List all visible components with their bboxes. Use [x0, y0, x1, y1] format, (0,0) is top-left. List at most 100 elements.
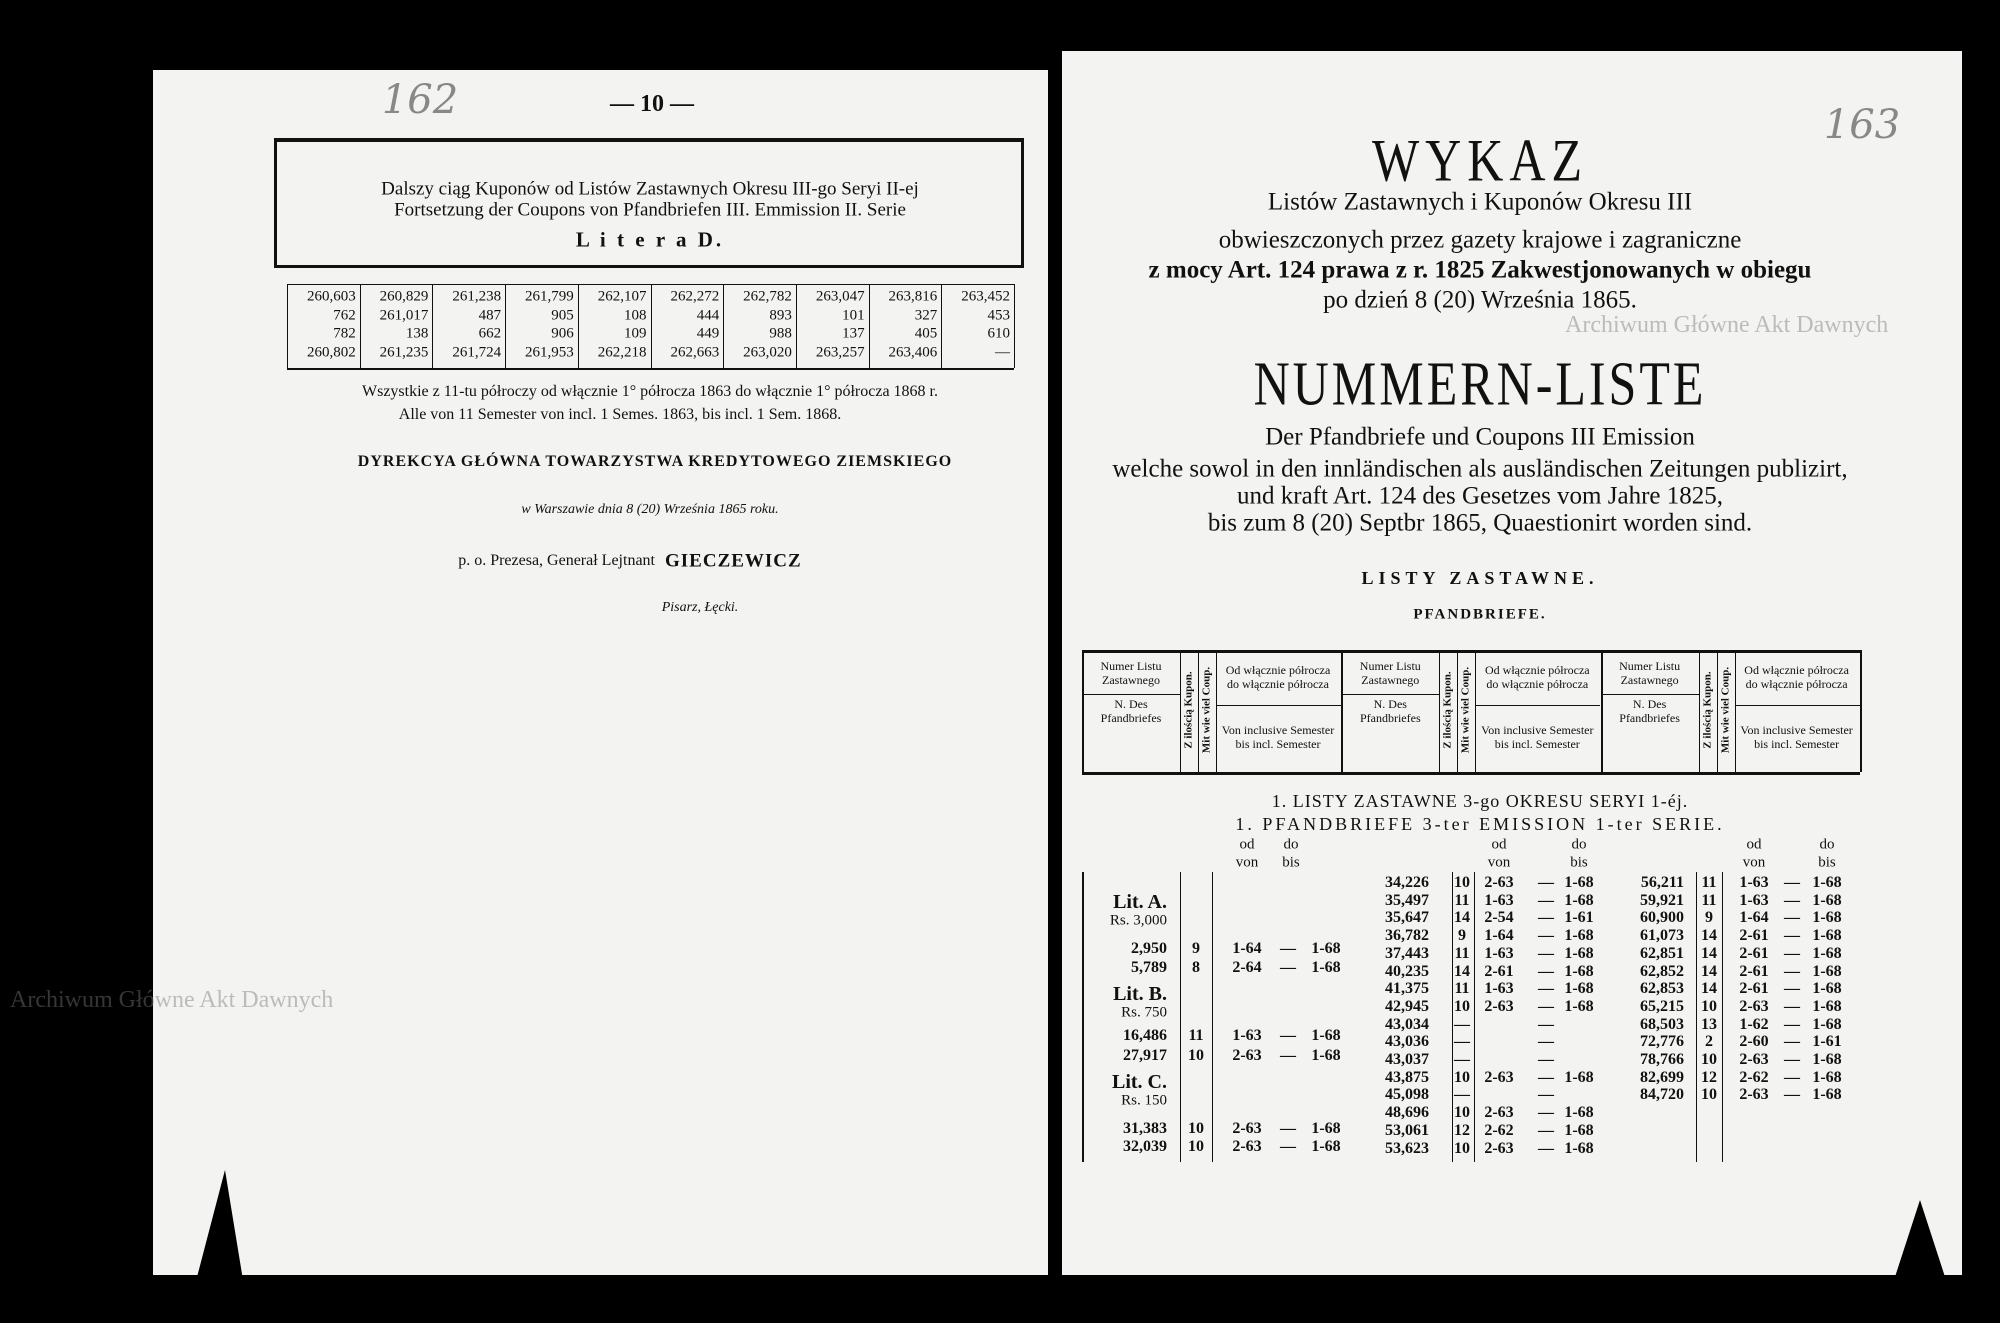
entry-dash: —: [1538, 980, 1554, 998]
entry-dash: —: [1784, 891, 1800, 909]
header-line: [1082, 650, 1084, 772]
header-count-de: Mit wie viel Coup.: [1459, 666, 1472, 754]
entry-number: 41,375: [1385, 980, 1429, 998]
table-cell: 261,017: [379, 307, 429, 323]
header-count-pl: Z ilością Kupon.: [1441, 671, 1454, 749]
table-line: [941, 284, 943, 368]
sub-label: bis: [1818, 854, 1836, 871]
table-cell: 262,782: [743, 288, 792, 305]
entry-dash: —: [1538, 1051, 1554, 1068]
header-range-pl: Od włącznie półrocza do włącznie półrocz…: [1225, 663, 1331, 691]
entry-dash: —: [1538, 874, 1554, 891]
entry-dash: —: [1784, 1068, 1800, 1086]
subtitle-de-line: bis zum 8 (20) Septbr 1865, Quaestionirt…: [1207, 509, 1753, 537]
subtitle-line: z mocy Art. 124 prawa z r. 1825 Zakwestj…: [1148, 256, 1812, 284]
entry-coupons: 11: [1454, 891, 1470, 909]
title-de: NUMMERN-LISTE: [1253, 348, 1707, 418]
lit-value: Rs. 3,000: [1109, 912, 1167, 929]
entry-to: 1-68: [1311, 959, 1341, 976]
entry-coupons: 10: [1454, 1104, 1470, 1122]
left-page: [153, 70, 1048, 1275]
entry-dash: —: [1538, 1015, 1554, 1033]
entry-coupons: 10: [1188, 1138, 1204, 1155]
note: Alle von 11 Semester von incl. 1 Semes. …: [398, 406, 842, 423]
entry-from: 1-64: [1739, 909, 1769, 927]
table-line: [723, 284, 725, 368]
table-cell: 782: [333, 325, 356, 342]
page-number: — 10 —: [610, 91, 694, 117]
table-cell: —: [995, 344, 1010, 360]
header-line: [1457, 650, 1459, 772]
entry-dash: —: [1280, 959, 1296, 976]
entry-to: 1-68: [1311, 1027, 1341, 1044]
sub-label: von: [1742, 854, 1766, 871]
table-cell: 262,663: [670, 344, 720, 360]
entry-number: 31,383: [1123, 1120, 1167, 1137]
entry-coupons: 10: [1701, 1086, 1717, 1104]
entry-coupons: —: [1454, 1086, 1470, 1104]
table-cell: 260,829: [379, 288, 429, 305]
entry-to: 1-68: [1564, 962, 1594, 980]
entry-number: 68,503: [1640, 1015, 1684, 1033]
entry-to: 1-68: [1812, 909, 1842, 927]
rule: [1180, 872, 1181, 1162]
entry-from: 1-63: [1739, 891, 1769, 909]
entry-to: 1-68: [1564, 1068, 1594, 1086]
table-cell: 261,235: [379, 344, 429, 360]
entry-from: 2-63: [1484, 1104, 1514, 1122]
rule: [1474, 872, 1475, 1162]
entry-from: 2-62: [1484, 1121, 1514, 1139]
entry-to: 1-68: [1311, 940, 1341, 957]
entry-dash: —: [1538, 944, 1554, 962]
entry-from: 1-64: [1484, 927, 1514, 945]
table-cell: 263,020: [743, 344, 792, 360]
table-cell: 263,047: [815, 288, 865, 305]
entry-from: 1-63: [1484, 891, 1514, 909]
entry-dash: —: [1784, 997, 1800, 1015]
table-line: [432, 284, 434, 368]
table-cell: 327: [914, 307, 938, 323]
entry-coupons: 10: [1454, 1068, 1470, 1086]
subtitle-de-line: und kraft Art. 124 des Gesetzes vom Jahr…: [1237, 482, 1723, 510]
subtitle-de-line: Der Pfandbriefe und Coupons III Emission: [1265, 423, 1695, 451]
entry-dash: —: [1538, 1139, 1554, 1157]
clerk: Pisarz, Łęcki.: [661, 600, 739, 615]
entry-number: 32,039: [1123, 1138, 1167, 1155]
entry-dash: —: [1538, 891, 1554, 909]
heading-line: Dalszy ciąg Kuponów od Listów Zastawnych…: [381, 178, 919, 200]
entry-coupons: 14: [1454, 909, 1470, 927]
entry-to: 1-68: [1311, 1047, 1341, 1064]
entry-to: 1-68: [1564, 980, 1594, 998]
entry-dash: —: [1538, 1068, 1554, 1086]
entry-to: 1-68: [1812, 944, 1842, 962]
entry-from: 1-63: [1232, 1027, 1262, 1044]
entry-dash: —: [1784, 944, 1800, 962]
entry-coupons: 10: [1454, 997, 1470, 1015]
heading-line: L i t e r a D.: [575, 227, 725, 252]
header-count-de: Mit wie viel Coup.: [1200, 666, 1213, 754]
entry-dash: —: [1784, 1051, 1800, 1068]
title: WYKAZ: [1371, 126, 1589, 194]
entry-dash: —: [1280, 1047, 1296, 1064]
table-cell: 262,218: [597, 344, 647, 360]
table-cell: 261,799: [525, 288, 574, 305]
table-cell: 405: [914, 325, 938, 342]
entry-dash: —: [1784, 1033, 1800, 1051]
entry-dash: —: [1538, 962, 1554, 980]
entry-number: 37,443: [1385, 944, 1429, 962]
entry-dash: —: [1784, 980, 1800, 998]
header-number-de: N. Des Pfandbriefes: [1359, 697, 1421, 725]
subtitle-line: obwieszczonych przez gazety krajowe i za…: [1218, 226, 1742, 254]
entry-from: 1-63: [1484, 944, 1514, 962]
box-border: [274, 138, 277, 268]
entry-from: 2-61: [1739, 962, 1769, 980]
entry-to: 1-68: [1812, 1051, 1842, 1068]
series-heading: 1. LISTY ZASTAWNE 3-go OKRESU SERYI 1-éj…: [1271, 791, 1689, 811]
header-count-pl: Z ilością Kupon.: [1701, 671, 1714, 749]
header-line: [1439, 650, 1441, 772]
entry-coupons: 14: [1701, 962, 1717, 980]
institution: DYREKCYA GŁÓWNA TOWARZYSTWA KREDYTOWEGO …: [357, 453, 953, 470]
entry-to: 1-68: [1564, 927, 1594, 945]
